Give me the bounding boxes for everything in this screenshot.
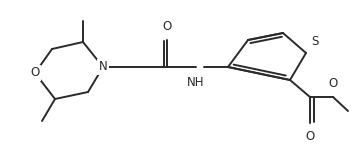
Text: NH: NH [187,76,205,89]
Text: O: O [306,130,315,143]
Text: O: O [162,20,172,33]
Text: O: O [329,77,338,90]
Text: S: S [311,35,318,48]
Text: N: N [99,60,107,73]
Text: O: O [30,66,40,80]
